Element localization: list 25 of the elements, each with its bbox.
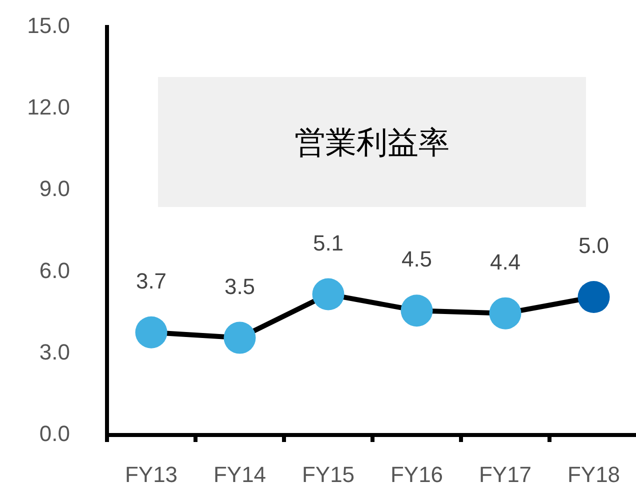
x-tick-label: FY13	[124, 462, 178, 485]
y-tick-label: 0.0	[39, 421, 70, 446]
data-label: 5.1	[312, 230, 344, 256]
point	[578, 281, 610, 313]
y-tick-label: 3.0	[39, 339, 70, 364]
y-tick-label: 6.0	[39, 258, 70, 283]
x-tick-label: FY14	[213, 462, 266, 485]
data-label: 3.5	[224, 274, 256, 299]
point	[135, 316, 168, 348]
data-label: 4.5	[401, 246, 432, 272]
y-tick-label: 9.0	[39, 176, 70, 202]
y-tick-label: 15.0	[27, 13, 70, 38]
data-label: 4.4	[490, 249, 521, 274]
point	[400, 294, 433, 327]
data-label: 5.0	[578, 233, 610, 258]
x-tick-label: FY16	[390, 462, 444, 485]
point	[312, 278, 344, 310]
point	[489, 297, 522, 330]
point	[224, 322, 256, 354]
x-tick-label: FY15	[302, 462, 355, 485]
x-tick-label: FY17	[478, 462, 532, 485]
y-tick-label: 12.0	[27, 94, 70, 120]
x-tick-label: FY18	[567, 462, 620, 485]
data-label: 3.7	[136, 268, 167, 294]
title-box: 営業利益率	[158, 77, 586, 207]
